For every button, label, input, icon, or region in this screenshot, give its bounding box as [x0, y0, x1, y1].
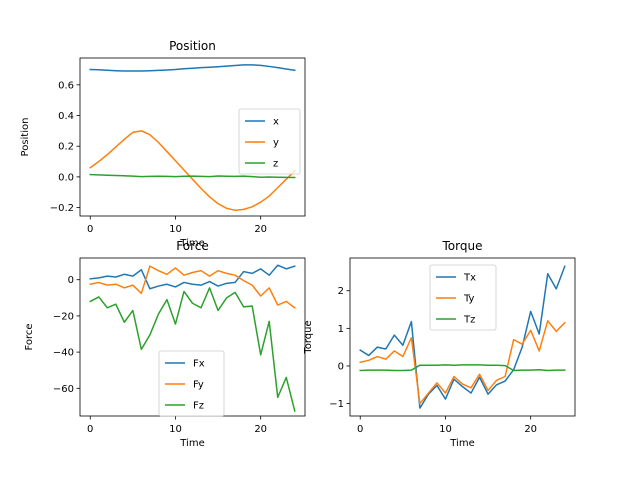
y-tick-label: 0 [68, 275, 74, 286]
x-tick-label: 0 [357, 424, 363, 435]
legend-label-x: x [273, 117, 279, 128]
y-axis-label: Torque [303, 320, 314, 354]
y-tick-label: 1 [338, 324, 344, 335]
chart-title: Torque [442, 239, 483, 253]
y-tick-label: 2 [338, 286, 344, 297]
x-axis-label: Time [179, 438, 204, 449]
y-tick-label: −20 [53, 311, 74, 322]
x-tick-label: 0 [87, 424, 93, 435]
legend-label-fz: Fz [193, 401, 204, 412]
y-tick-label: −0.2 [50, 203, 74, 214]
y-tick-label: −1 [329, 399, 344, 410]
y-tick-label: 0.2 [58, 142, 74, 153]
x-axis-label: Time [179, 238, 204, 249]
legend: xyz [238, 108, 301, 175]
series-line-tx [359, 265, 566, 409]
y-tick-label: −40 [53, 348, 74, 359]
axes-frame [79, 57, 306, 217]
chart-torque: 0 10 20 −1 0 1 2 Time Torque Torque Tx Ty Tz [303, 239, 576, 449]
legend-label-fx: Fx [193, 359, 205, 370]
series-line-fz [89, 287, 296, 412]
series-line-y [89, 130, 296, 212]
series-line-tz [359, 364, 566, 372]
legend-label-z: z [273, 159, 278, 170]
x-axis-label: Time [449, 438, 474, 449]
legend-label-y: y [273, 138, 279, 149]
legend-box [158, 350, 225, 417]
x-tick-label: 20 [254, 424, 267, 435]
y-tick-label: 0 [338, 361, 344, 372]
y-tick-label: 0.4 [58, 111, 74, 122]
legend-box [238, 108, 301, 175]
legend-label-fy: Fy [193, 380, 204, 391]
chart-position: 0 10 20 −0.2 0.0 0.2 0.4 0.6 Time Position Positio… [20, 39, 306, 249]
x-tick-label: 10 [169, 224, 182, 235]
chart-title: Position [169, 39, 216, 53]
legend-box [429, 264, 497, 331]
legend: Tx Ty Tz [429, 264, 497, 331]
y-axis-label: Force [24, 323, 35, 350]
series-line-x [89, 64, 296, 72]
legend-label-ty: Ty [463, 294, 475, 305]
x-tick-label: 10 [169, 424, 182, 435]
y-tick-label: 0.6 [58, 80, 74, 91]
y-tick-label: −60 [53, 384, 74, 395]
legend-label-tz: Tz [463, 315, 475, 326]
x-tick-label: 20 [524, 424, 537, 435]
x-tick-label: 20 [254, 224, 267, 235]
series-line-ty [359, 320, 566, 405]
axes-frame [349, 257, 576, 417]
series-line-fx [89, 264, 296, 290]
series-line-fy [89, 265, 296, 309]
y-axis-label: Position [20, 118, 31, 157]
chart-title: Force [176, 239, 208, 253]
legend: Fx Fy Fz [158, 350, 225, 417]
x-tick-label: 0 [87, 224, 93, 235]
x-tick-label: 10 [439, 424, 452, 435]
series-line-z [89, 173, 296, 179]
legend-label-tx: Tx [463, 273, 476, 284]
y-tick-label: 0.0 [58, 172, 74, 183]
